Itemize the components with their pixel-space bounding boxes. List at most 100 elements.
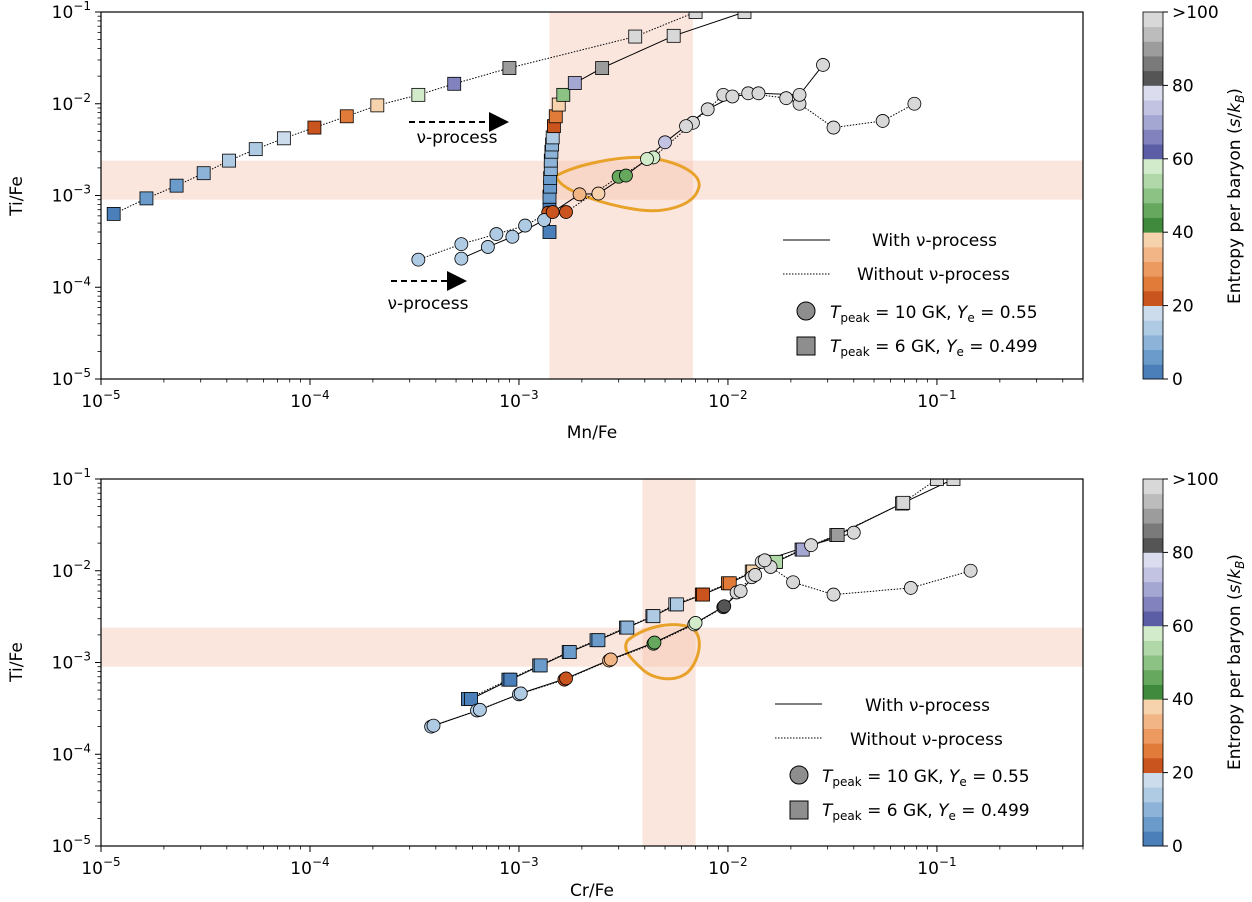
circle-marker xyxy=(647,635,662,650)
x-tick-label: 10−1 xyxy=(917,855,956,879)
observed-bands xyxy=(101,479,1083,846)
x-tick-label: 10−3 xyxy=(499,855,538,879)
square-marker xyxy=(503,672,518,687)
colorbar-segment xyxy=(1143,290,1163,306)
circle-marker xyxy=(903,581,918,595)
observed-bands xyxy=(101,12,1083,379)
colorbar-segment xyxy=(1143,743,1163,759)
square-marker xyxy=(670,597,684,612)
circle-marker xyxy=(489,227,504,241)
square-marker xyxy=(106,207,121,221)
colorbar-segment xyxy=(1143,684,1163,700)
series-line-0 xyxy=(467,479,938,700)
circle-marker xyxy=(454,251,469,266)
nu-process-annotation-lower: ν-process xyxy=(388,294,469,314)
legend-circle-label: Tpeak = 10 GK, Ye = 0.55 xyxy=(830,303,1038,325)
colorbar-segment xyxy=(1143,699,1163,715)
colorbar-tick-label: 0 xyxy=(1172,837,1183,857)
colorbar-segment xyxy=(1143,581,1163,597)
x-tick-label: 10−1 xyxy=(917,388,956,412)
y-tick-label: 10−3 xyxy=(52,650,91,674)
colorbar-segment xyxy=(1143,655,1163,671)
circle-marker xyxy=(411,252,426,267)
legend: With ν-process Without ν-process Tpeak =… xyxy=(783,231,1038,359)
colorbar-tick-label: >100 xyxy=(1172,470,1219,490)
ellipse-outline xyxy=(624,623,701,681)
colorbar-segment xyxy=(1143,85,1163,101)
colorbar-segment xyxy=(1143,114,1163,130)
colorbar-tick-label: 0 xyxy=(1172,370,1183,390)
colorbar-label-top: Entropy per baryon (s/kB) xyxy=(1225,88,1247,304)
colorbar-segment xyxy=(1143,261,1163,277)
y-tick-label: 10−4 xyxy=(52,741,91,765)
legend-square-label: Tpeak = 6 GK, Ye = 0.499 xyxy=(830,337,1038,359)
circle-marker xyxy=(426,718,441,733)
circle-marker xyxy=(700,102,715,117)
y-tick-label: 10−3 xyxy=(52,183,91,207)
colorbar-segment xyxy=(1143,100,1163,116)
legend-square-marker xyxy=(789,800,809,820)
colorbar-segment xyxy=(1143,669,1163,685)
legend-square-label: Tpeak = 6 GK, Ye = 0.499 xyxy=(822,801,1030,823)
x-axis-label: Mn/Fe xyxy=(567,423,617,443)
circle-marker xyxy=(513,686,528,701)
circle-marker xyxy=(717,599,732,614)
colorbar-top: 0 20 40 60 80 >100 xyxy=(1142,3,1219,390)
colorbar-segment xyxy=(1143,625,1163,641)
colorbar-segment xyxy=(1143,158,1163,174)
colorbar-segment xyxy=(1143,493,1163,509)
square-marker xyxy=(562,645,577,659)
legend-circle-marker xyxy=(789,765,809,785)
colorbar-segment xyxy=(1143,508,1163,524)
square-marker xyxy=(533,658,548,673)
circle-marker xyxy=(537,213,552,227)
y-axis-label: Ti/Fe xyxy=(7,176,27,217)
circle-marker xyxy=(725,89,740,104)
colorbar-segment xyxy=(1143,567,1163,583)
circle-marker xyxy=(907,96,922,111)
square-marker xyxy=(830,528,845,542)
legend-with-nu: With ν-process xyxy=(872,231,997,251)
y-tick-label: 10−4 xyxy=(52,274,91,298)
circle-marker xyxy=(572,187,587,202)
y-tick-label: 10−1 xyxy=(52,466,91,490)
circle-marker xyxy=(505,229,520,244)
x-tick-label: 10−4 xyxy=(290,855,329,879)
circle-marker xyxy=(454,237,469,252)
x-axis-label: Cr/Fe xyxy=(570,881,614,901)
circle-marker xyxy=(480,240,495,254)
circle-marker xyxy=(688,616,703,630)
square-marker xyxy=(620,620,635,635)
square-marker xyxy=(556,87,571,102)
square-marker xyxy=(542,225,557,239)
series-clip xyxy=(424,479,978,734)
uncertainty-ellipse xyxy=(624,623,701,681)
y-tick-label: 10−2 xyxy=(52,558,91,582)
colorbar-segment xyxy=(1143,611,1163,627)
square-marker xyxy=(646,609,661,624)
square-marker xyxy=(307,120,322,135)
x-tick-label: 10−2 xyxy=(708,855,747,879)
square-marker xyxy=(248,142,263,157)
nu-process-annotation-upper: ν-process xyxy=(417,128,498,148)
square-marker xyxy=(447,76,462,91)
x-tick-label: 10−2 xyxy=(708,388,747,412)
circle-marker xyxy=(875,114,890,128)
colorbar-bottom: 0 20 40 60 80 >100 xyxy=(1142,470,1219,857)
square-marker xyxy=(139,191,154,206)
colorbar-segment xyxy=(1143,202,1163,218)
colorbar-segment xyxy=(1143,713,1163,729)
y-tick-label: 10−1 xyxy=(52,0,91,23)
colorbar-segment xyxy=(1143,552,1163,568)
colorbar-segment xyxy=(1143,479,1163,495)
square-marker xyxy=(339,109,354,124)
colorbar-segment xyxy=(1143,523,1163,539)
square-marker xyxy=(591,633,606,648)
circle-marker xyxy=(963,563,978,578)
colorbar-segment xyxy=(1143,173,1163,189)
colorbar-segment xyxy=(1143,70,1163,86)
data-series xyxy=(424,479,978,734)
circle-marker xyxy=(733,584,748,599)
y-tick-label: 10−5 xyxy=(52,833,91,857)
circle-marker xyxy=(619,168,633,183)
